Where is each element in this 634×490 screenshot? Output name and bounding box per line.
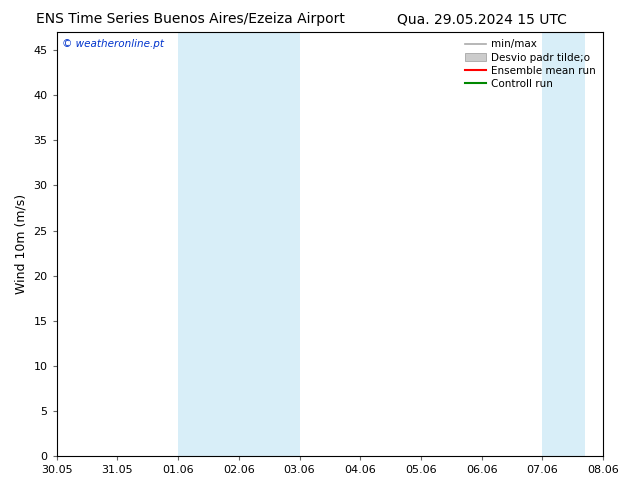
Text: ENS Time Series Buenos Aires/Ezeiza Airport: ENS Time Series Buenos Aires/Ezeiza Airp… bbox=[36, 12, 345, 26]
Legend: min/max, Desvio padr tilde;o, Ensemble mean run, Controll run: min/max, Desvio padr tilde;o, Ensemble m… bbox=[461, 35, 600, 93]
Y-axis label: Wind 10m (m/s): Wind 10m (m/s) bbox=[15, 194, 28, 294]
Bar bbox=[543, 32, 585, 456]
Text: Qua. 29.05.2024 15 UTC: Qua. 29.05.2024 15 UTC bbox=[397, 12, 567, 26]
Text: © weatheronline.pt: © weatheronline.pt bbox=[62, 39, 164, 49]
Bar bbox=[178, 32, 299, 456]
